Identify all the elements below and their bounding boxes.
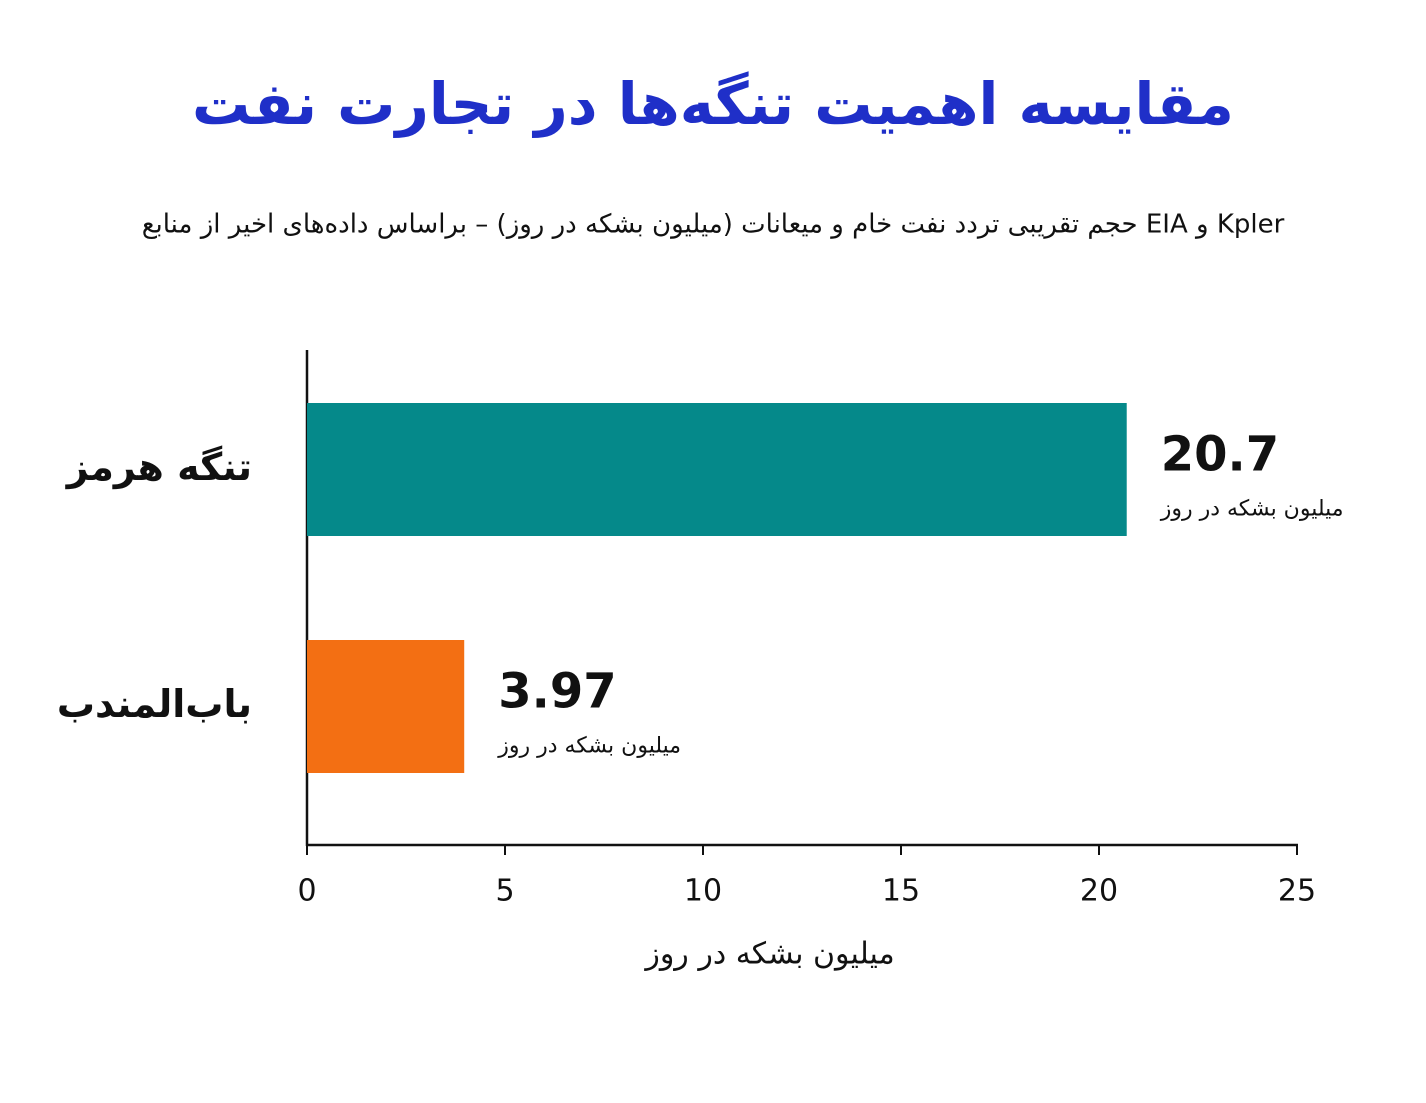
x-axis-label: میلیون بشکه در روز	[643, 937, 894, 972]
value-unit: میلیون بشکه در روز	[497, 734, 681, 759]
value-label: 3.97	[498, 664, 616, 720]
chart-title: مقایسه اهمیت تنگه‌ها در تجارت نفت	[192, 70, 1234, 138]
category-label: تنگه هرمز	[65, 445, 252, 489]
bar	[307, 403, 1127, 536]
x-tick-label: 0	[297, 874, 316, 909]
value-label: 20.7	[1161, 427, 1279, 483]
x-tick-label: 20	[1080, 874, 1118, 909]
x-tick-label: 10	[684, 874, 722, 909]
x-tick-label: 5	[495, 874, 514, 909]
category-label: باب‌المندب	[57, 682, 252, 726]
value-unit: میلیون بشکه در روز	[1160, 497, 1344, 522]
bar	[307, 640, 465, 773]
chart-subtitle: حجم تقریبی تردد نفت خام و میعانات (میلیو…	[142, 210, 1285, 240]
x-tick-label: 15	[882, 874, 920, 909]
x-tick-label: 25	[1278, 874, 1316, 909]
